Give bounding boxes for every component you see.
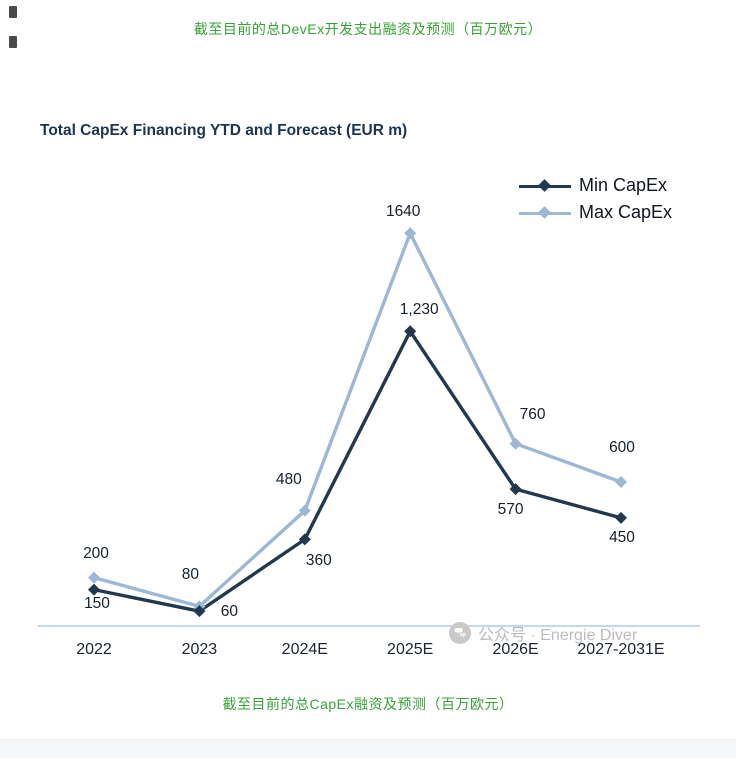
watermark-text: 公众号 · Energie Diver — [478, 627, 638, 644]
x-axis-label: 2024E — [281, 641, 328, 658]
series-line-min-capex — [92, 329, 623, 613]
diamond-icon — [538, 179, 551, 192]
diamond-marker-icon — [404, 325, 417, 338]
diamond-icon — [538, 206, 551, 219]
cropped-text-artifact — [9, 36, 17, 48]
diamond-marker-icon — [88, 583, 100, 596]
watermark: 公众号 · Energie Diver — [449, 621, 637, 645]
chart-title: Total CapEx Financing YTD and Forecast (… — [40, 122, 408, 139]
legend-label: Max CapEx — [579, 202, 673, 222]
diamond-marker-icon — [615, 475, 627, 488]
line-diamond-marker-icon — [519, 206, 571, 219]
diamond-marker-icon — [298, 504, 311, 517]
diamond-marker-icon — [298, 533, 311, 546]
legend-label: Min CapEx — [579, 175, 668, 195]
cropped-text-artifact — [9, 6, 17, 18]
line-diamond-marker-icon — [519, 179, 571, 192]
x-axis-label: 2026E — [492, 641, 539, 658]
x-axis-label: 2022 — [76, 641, 112, 658]
series-line-max-capex — [92, 231, 623, 609]
diamond-marker-icon — [615, 511, 627, 524]
x-axis-label: 2023 — [181, 641, 218, 658]
diamond-marker-icon — [193, 605, 206, 618]
diamond-marker-icon — [509, 437, 522, 450]
diamond-marker-icon — [404, 227, 417, 240]
legend: Min CapEx Max CapEx — [519, 172, 672, 226]
wechat-icon — [449, 622, 471, 644]
bottom-caption: 截至目前的总CapEx融资及预测（百万欧元） — [222, 696, 514, 712]
legend-item-min-capex: Min CapEx — [519, 172, 672, 199]
x-axis-label: 2025E — [387, 641, 434, 658]
footer-strip — [0, 739, 736, 758]
diamond-marker-icon — [88, 571, 100, 584]
top-caption: 截至目前的总DevEx开发支出融资及预测（百万欧元） — [193, 21, 543, 37]
x-axis-label: 2027-2031E — [577, 641, 665, 658]
diamond-marker-icon — [509, 483, 522, 496]
legend-item-max-capex: Max CapEx — [519, 199, 672, 226]
